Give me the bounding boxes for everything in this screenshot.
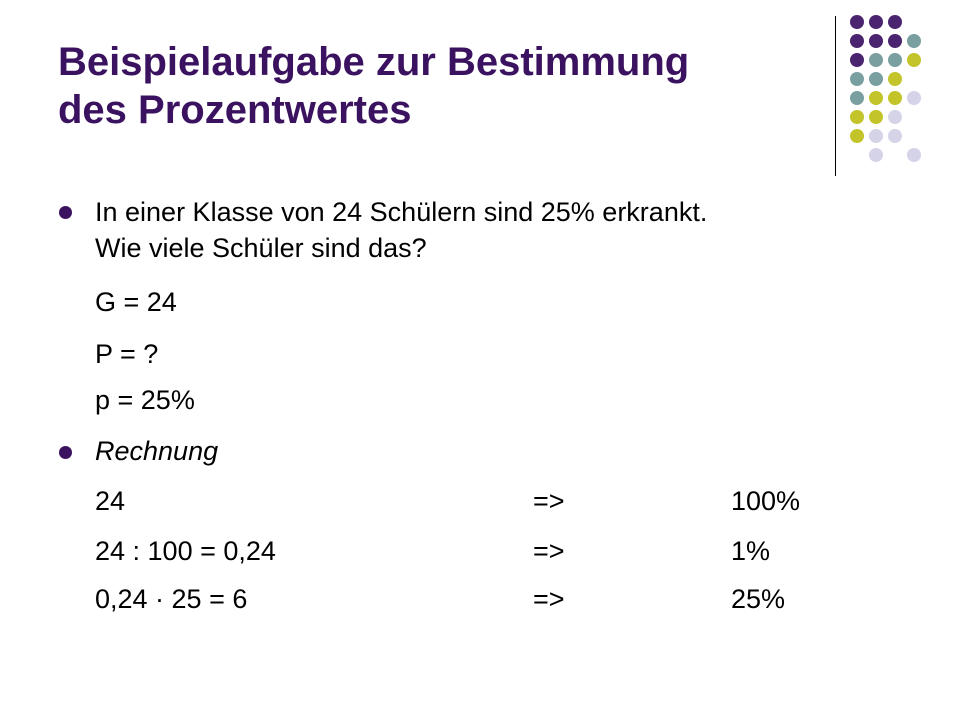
calc-result: 100%	[731, 486, 801, 516]
decor-dot	[869, 110, 883, 124]
calc-arrow: =>	[533, 486, 565, 516]
given-base-value: G = 24	[95, 287, 177, 317]
decor-dot	[888, 91, 902, 105]
calc-arrow: =>	[533, 536, 565, 566]
decor-dot	[850, 129, 864, 143]
decor-dot	[888, 34, 902, 48]
decor-dot	[869, 53, 883, 67]
decor-dot	[869, 91, 883, 105]
decor-dot	[907, 91, 921, 105]
vertical-divider	[835, 16, 836, 176]
bullet-icon	[59, 446, 72, 459]
decor-dot	[888, 110, 902, 124]
decor-dot	[888, 15, 902, 29]
decor-dot	[907, 148, 921, 162]
decor-dot	[850, 15, 864, 29]
decor-dot	[850, 53, 864, 67]
decor-dot	[869, 72, 883, 86]
decor-dot	[869, 15, 883, 29]
decor-dot	[850, 34, 864, 48]
decor-dot	[888, 129, 902, 143]
title-line-1: Beispielaufgabe zur Bestimmung	[58, 40, 690, 84]
decor-dot	[850, 91, 864, 105]
task-text-line-2: Wie viele Schüler sind das?	[95, 233, 427, 263]
decor-dot	[869, 148, 883, 162]
decor-dot	[850, 72, 864, 86]
decor-dot	[888, 53, 902, 67]
given-percent-value: P = ?	[95, 339, 159, 369]
calc-result: 25%	[731, 584, 786, 614]
decor-dot	[888, 72, 902, 86]
calc-result: 1%	[731, 536, 771, 566]
task-text-line-1: In einer Klasse von 24 Schülern sind 25%…	[95, 197, 708, 227]
title-line-2: des Prozentwertes	[58, 88, 412, 132]
decor-dot	[869, 129, 883, 143]
slide-title: Beispielaufgabe zur Bestimmung des Proze…	[58, 38, 818, 134]
decor-dot	[850, 110, 864, 124]
calc-expression: 24 : 100 = 0,24	[95, 536, 276, 566]
decor-dot	[907, 53, 921, 67]
calculation-heading: Rechnung	[95, 436, 219, 466]
bullet-icon	[59, 206, 72, 219]
calc-expression: 0,24 · 25 = 6	[95, 584, 248, 614]
calc-arrow: =>	[533, 584, 565, 614]
given-percent-rate: p = 25%	[95, 385, 195, 415]
decor-dot	[869, 34, 883, 48]
calc-expression: 24	[95, 486, 126, 516]
decor-dot	[907, 34, 921, 48]
